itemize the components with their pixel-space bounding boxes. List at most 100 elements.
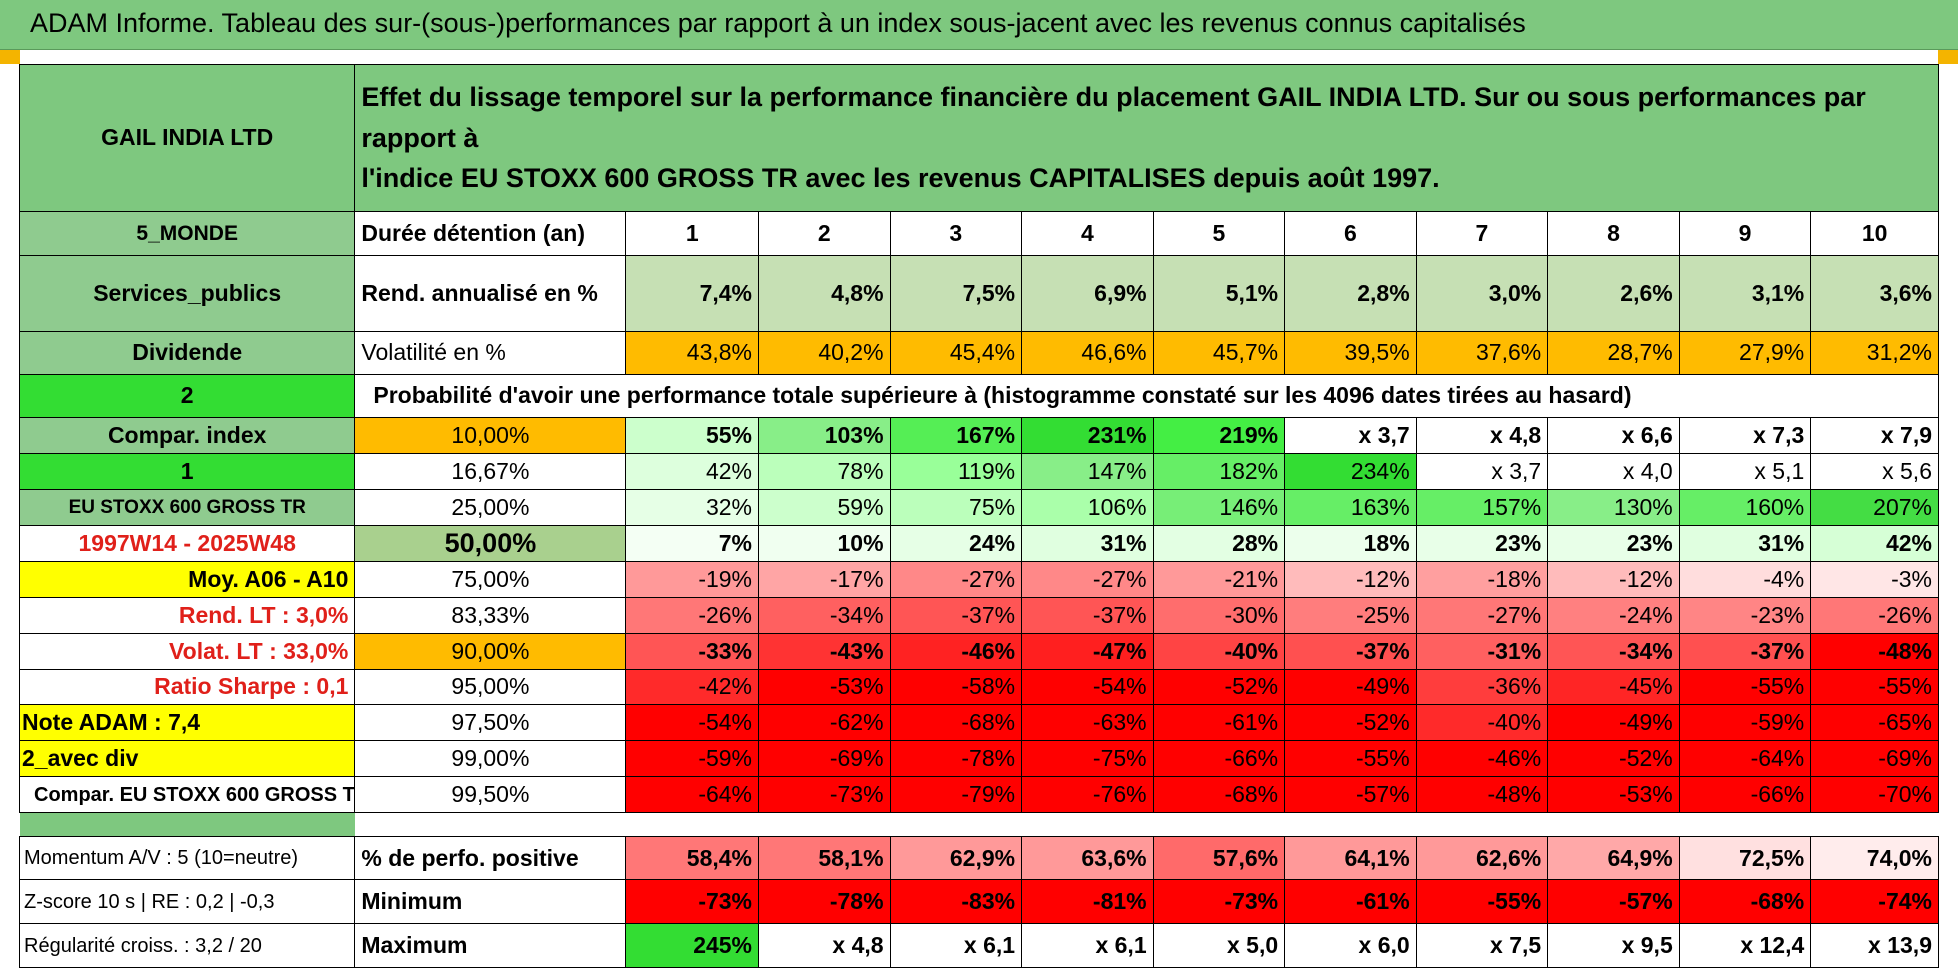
probability-cell: -53% [758,668,891,706]
probability-cell: 182% [1152,453,1286,491]
probability-cell: 31% [1678,524,1812,562]
duree-cell: 3 [889,210,1023,256]
probability-cell: -58% [889,668,1023,706]
duree-cell: 1 [625,210,760,256]
volat-row: Dividende Volatilité en % 43,8% 40,2% 45… [18,330,1939,375]
threshold-cell: 83,33% [354,596,627,634]
volat-cell: 45,7% [1152,330,1286,375]
threshold-cell: 95,00% [354,668,627,706]
probability-cell: -26% [625,596,760,634]
duree-cell: 4 [1021,210,1154,256]
rend-cell: 3,0% [1415,254,1549,332]
description: Effet du lissage temporel sur la perform… [354,64,1939,212]
probability-cell: -59% [1678,704,1812,742]
probability-cell: x 5,1 [1678,453,1812,491]
regularite-label: Régularité croiss. : 3,2 / 20 [18,923,356,968]
probability-cell: -30% [1152,596,1286,634]
probability-cell: 42% [1810,524,1939,562]
probability-cell: -42% [625,668,760,706]
threshold-cell: 50,00% [354,524,627,562]
probability-cell: -37% [1678,632,1812,670]
positive-cell: 74,0% [1810,835,1939,881]
probability-cell: 7% [625,524,760,562]
probability-row: Moy. A06 - A10 75,00% -19% -17% -27% -27% -21%… [18,560,1939,598]
probability-cell: -43% [758,632,891,670]
rend-cell: 7,4% [625,254,760,332]
sector-label: Services_publics [18,254,356,332]
probability-cell: -27% [1021,560,1154,598]
probability-row: 2_avec div 99,00% -59% -69% -78% -75% -66% -55%… [18,740,1939,778]
probability-cell: -57% [1284,776,1417,814]
probability-row: 1 16,67% 42% 78% 119% 147% 182% 234% x 3,7 x 4,0 x… [18,453,1939,491]
positive-cell: 58,4% [625,835,760,881]
volat-cell: 46,6% [1021,330,1154,375]
moy-label: Moy. A06 - A10 [18,560,356,598]
maximum-cell: x 5,0 [1152,923,1286,968]
compar-name-label: Compar. EU STOXX 600 GROSS TR [18,776,356,814]
volat-cell: 39,5% [1284,330,1417,375]
probability-cell: 18% [1284,524,1417,562]
probability-cell: 59% [758,489,891,526]
positive-cell: 57,6% [1152,835,1286,881]
positive-row: Momentum A/V : 5 (10=neutre)% de perfo. … [18,835,1939,881]
prob-title-row: 2 Probabilité d'avoir une performance to… [18,373,1939,419]
probability-cell: -73% [758,776,891,814]
probability-cell: -46% [1415,740,1549,778]
duree-cell: 7 [1415,210,1549,256]
probability-cell: 207% [1810,489,1939,526]
probability-row: 1997W14 - 2025W48 50,00% 7% 10% 24% 31% 28% 18%… [18,524,1939,562]
positive-cell: 62,6% [1415,835,1549,881]
probability-cell: 75% [889,489,1023,526]
volat-cell: 37,6% [1415,330,1549,375]
probability-cell: 42% [625,453,760,491]
probability-cell: 163% [1284,489,1417,526]
probability-cell: -53% [1547,776,1680,814]
probability-cell: -25% [1284,596,1417,634]
probability-cell: 231% [1021,417,1154,455]
probability-cell: 103% [758,417,891,455]
rend-label: Rend. annualisé en % [354,254,627,332]
probability-cell: -68% [889,704,1023,742]
maximum-cell: x 12,4 [1678,923,1812,968]
probability-cell: -3% [1810,560,1939,598]
positive-cell: 64,1% [1284,835,1417,881]
minimum-cell: -55% [1415,879,1549,925]
probability-cell: -64% [1678,740,1812,778]
probability-cell: -36% [1415,668,1549,706]
threshold-cell: 75,00% [354,560,627,598]
corner-marker-right [1938,50,1958,64]
probability-cell: -75% [1021,740,1154,778]
threshold-cell: 99,50% [354,776,627,814]
positive-cell: 72,5% [1678,835,1812,881]
volat-lt-label: Volat. LT : 33,0% [18,632,356,670]
zscore-label: Z-score 10 s | RE : 0,2 | -0,3 [18,879,356,925]
index-name-label: EU STOXX 600 GROSS TR [18,489,356,526]
minimum-row: Z-score 10 s | RE : 0,2 | -0,3 Minimum -73… [18,879,1939,925]
momentum-label: Momentum A/V : 5 (10=neutre) [18,835,356,881]
probability-cell: -66% [1152,740,1286,778]
probability-cell: -59% [625,740,760,778]
probability-cell: -24% [1547,596,1680,634]
probability-cell: 23% [1415,524,1549,562]
probability-cell: -64% [625,776,760,814]
rend-cell: 7,5% [889,254,1023,332]
probability-cell: x 6,6 [1547,417,1680,455]
probability-cell: 160% [1678,489,1812,526]
positive-cell: 58,1% [758,835,891,881]
probability-cell: -27% [1415,596,1549,634]
probability-cell: 157% [1415,489,1549,526]
maximum-cell: x 7,5 [1415,923,1549,968]
probability-cell: -37% [889,596,1023,634]
probability-cell: -69% [758,740,891,778]
probability-cell: -70% [1810,776,1939,814]
rend-cell: 5,1% [1152,254,1286,332]
probability-cell: -33% [625,632,760,670]
probability-cell: -52% [1547,740,1680,778]
region-label: 5_MONDE [18,210,356,256]
report-title: ADAM Informe. Tableau des sur-(sous-)per… [30,8,1526,38]
probability-cell: -68% [1152,776,1286,814]
probability-cell: -26% [1810,596,1939,634]
spacer-row [19,812,1939,837]
probability-cell: -66% [1678,776,1812,814]
probability-cell: -55% [1810,668,1939,706]
